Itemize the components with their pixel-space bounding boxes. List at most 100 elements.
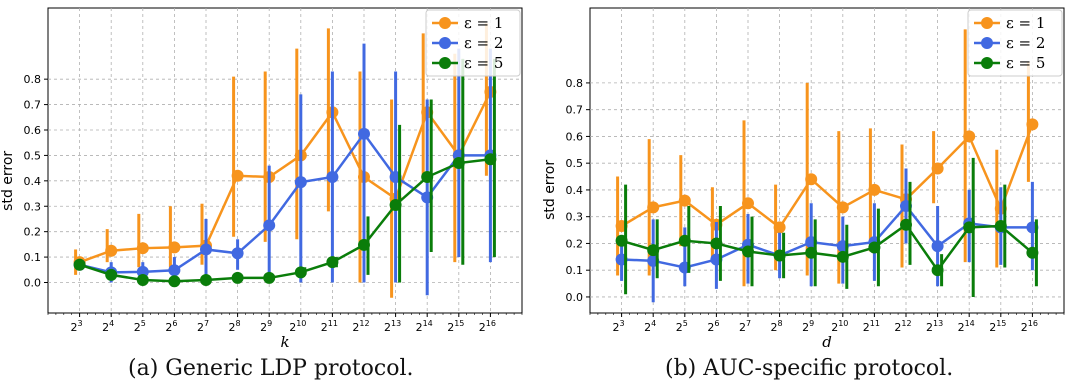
data-point — [200, 243, 212, 256]
data-point — [931, 240, 944, 253]
y-tick-label: 0.3 — [24, 200, 42, 213]
caption-left: (a) Generic LDP protocol. — [128, 356, 414, 381]
y-tick-label: 0.7 — [24, 99, 42, 112]
data-point — [931, 162, 944, 175]
chart-panel-2: 0.0 0.1 0.2 0.3 0.4 0.5 0.6 0.7 0.8 23 24 25 26 27 28 2… — [542, 7, 1065, 351]
x-axis-label: k — [280, 333, 289, 351]
data-point — [647, 201, 660, 214]
x-tick-label: 216 — [479, 319, 496, 334]
legend-label: ε = 2 — [464, 34, 503, 52]
x-tick-label: 27 — [197, 319, 209, 334]
y-tick-label: 0.6 — [566, 130, 584, 143]
x-tick-label: 214 — [416, 319, 433, 334]
x-tick-label: 214 — [958, 319, 975, 334]
x-tick-label: 24 — [102, 319, 114, 334]
data-point — [231, 271, 244, 284]
data-point — [73, 258, 86, 271]
x-tick-label: 213 — [384, 319, 401, 334]
y-tick-label: 0.7 — [566, 104, 584, 117]
legend-label: ε = 5 — [1006, 54, 1045, 72]
legend-marker — [981, 17, 993, 29]
data-point — [836, 201, 849, 214]
x-tick-label: 26 — [707, 319, 719, 334]
legend-marker — [439, 57, 451, 69]
legend-label: ε = 2 — [1006, 34, 1045, 52]
legend-label: ε = 1 — [1006, 14, 1045, 32]
legend: ε = 1 ε = 2 ε = 5 — [967, 9, 1063, 77]
data-point — [963, 221, 976, 234]
chart-panel-1: 0.0 0.1 0.2 0.3 0.4 0.5 0.6 0.7 0.8 23 24 25 26 27 28 2… — [0, 7, 523, 351]
y-tick-label: 0.1 — [24, 251, 42, 264]
data-point — [136, 273, 149, 286]
x-tick-label: 215 — [989, 319, 1006, 334]
series-2 — [73, 43, 497, 296]
data-point — [805, 173, 818, 186]
y-tick-label: 0.4 — [24, 175, 42, 188]
data-point — [421, 171, 434, 184]
y-tick-label: 0.2 — [566, 237, 584, 250]
data-point — [168, 241, 181, 254]
data-point — [647, 244, 660, 257]
data-point — [105, 244, 118, 257]
x-tick-label: 23 — [71, 319, 83, 334]
data-point — [678, 194, 691, 207]
data-point — [263, 219, 276, 232]
data-point — [868, 241, 881, 254]
data-point — [900, 218, 912, 231]
x-tick-label: 25 — [676, 319, 688, 334]
data-point — [168, 264, 181, 277]
legend-label: ε = 5 — [464, 54, 503, 72]
y-axis-label: std error — [542, 160, 558, 220]
data-point — [773, 221, 786, 234]
x-tick-label: 210 — [831, 319, 848, 334]
data-point — [963, 130, 976, 143]
x-tick-label: 213 — [926, 319, 943, 334]
data-point — [1026, 118, 1039, 131]
series-line — [620, 123, 1034, 230]
data-point — [263, 271, 276, 284]
y-tick-label: 0.1 — [566, 264, 584, 277]
x-tick-label: 29 — [260, 319, 272, 334]
data-point — [484, 153, 497, 166]
x-tick-label: 210 — [289, 319, 306, 334]
x-tick-label: 26 — [165, 319, 177, 334]
data-point — [389, 198, 402, 211]
y-axis-label: std error — [0, 151, 16, 211]
data-point — [358, 127, 370, 140]
data-point — [615, 234, 628, 247]
y-tick-label: 0.0 — [566, 291, 584, 304]
y-tick-label: 0.5 — [24, 149, 42, 162]
legend-marker — [981, 57, 993, 69]
x-tick-label: 215 — [447, 319, 464, 334]
legend-marker — [439, 17, 451, 29]
y-tick-label: 0.0 — [24, 277, 42, 290]
legend-marker — [439, 37, 451, 49]
data-point — [105, 268, 118, 281]
x-tick-label: 29 — [802, 319, 814, 334]
series-3 — [73, 58, 497, 288]
y-tick-label: 0.5 — [566, 157, 584, 170]
series-3 — [615, 157, 1039, 297]
data-point — [931, 264, 944, 277]
caption-right: (b) AUC-specific protocol. — [665, 356, 954, 381]
y-tick-label: 0.2 — [24, 226, 42, 239]
y-tick-label: 0.3 — [566, 211, 584, 224]
x-tick-label: 211 — [863, 319, 880, 334]
data-point — [231, 169, 244, 182]
data-point — [1026, 246, 1039, 259]
legend-marker — [981, 37, 993, 49]
legend: ε = 1 ε = 2 ε = 5 — [425, 9, 521, 77]
x-tick-label: 28 — [229, 319, 241, 334]
y-tick-label: 0.4 — [566, 184, 584, 197]
x-tick-label: 212 — [894, 319, 911, 334]
data-point — [868, 183, 881, 196]
data-point — [742, 197, 754, 210]
data-point — [773, 249, 786, 262]
data-point — [994, 220, 1007, 233]
data-point — [200, 273, 212, 286]
y-tick-label: 0.6 — [24, 124, 42, 137]
data-point — [326, 171, 339, 184]
data-point — [742, 245, 754, 258]
data-point — [231, 247, 244, 260]
